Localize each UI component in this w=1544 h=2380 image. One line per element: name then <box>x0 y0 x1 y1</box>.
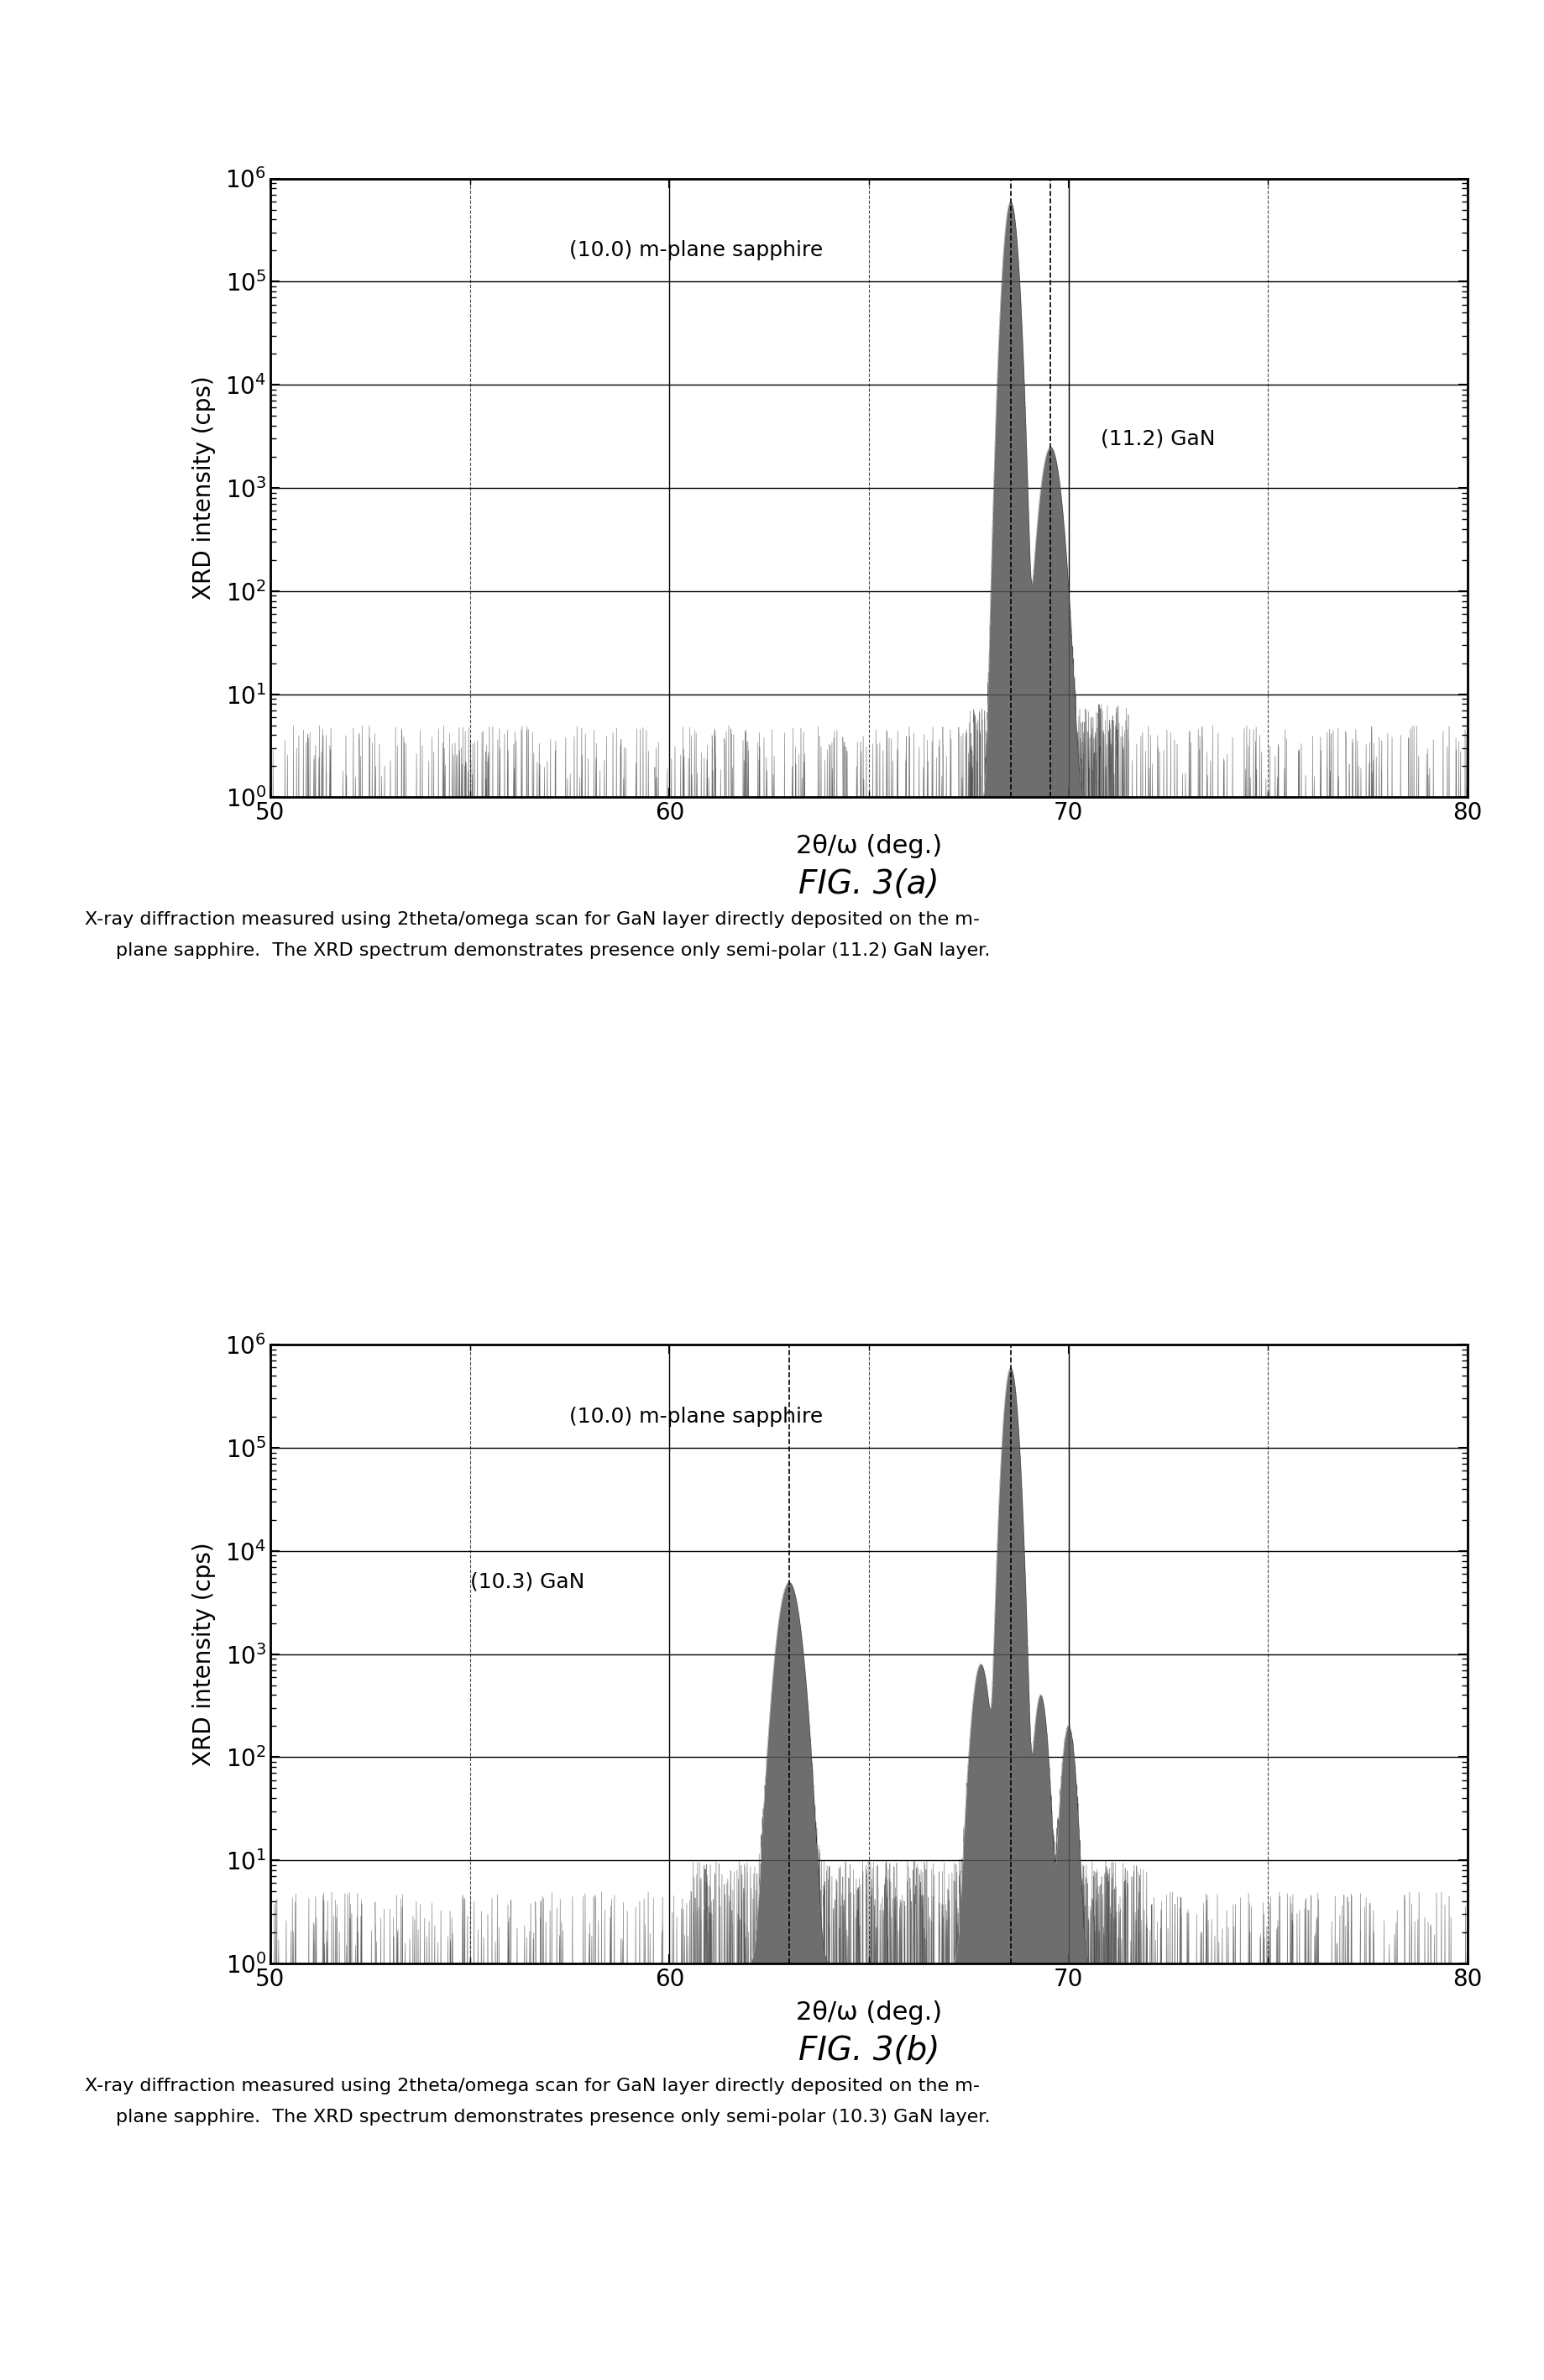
Y-axis label: XRD intensity (cps): XRD intensity (cps) <box>193 376 216 600</box>
Text: X-ray diffraction measured using 2theta/omega scan for GaN layer directly deposi: X-ray diffraction measured using 2theta/… <box>85 912 979 928</box>
Text: (11.2) GaN: (11.2) GaN <box>1099 428 1215 450</box>
Text: (10.0) m-plane sapphire: (10.0) m-plane sapphire <box>570 240 823 262</box>
Text: FIG. 3(a): FIG. 3(a) <box>798 869 939 900</box>
Text: plane sapphire.  The XRD spectrum demonstrates presence only semi-polar (10.3) G: plane sapphire. The XRD spectrum demonst… <box>116 2109 990 2125</box>
Y-axis label: XRD intensity (cps): XRD intensity (cps) <box>193 1542 216 1766</box>
Text: (10.0) m-plane sapphire: (10.0) m-plane sapphire <box>570 1407 823 1428</box>
X-axis label: 2θ/ω (deg.): 2θ/ω (deg.) <box>795 835 942 859</box>
X-axis label: 2θ/ω (deg.): 2θ/ω (deg.) <box>795 2002 942 2025</box>
Text: X-ray diffraction measured using 2theta/omega scan for GaN layer directly deposi: X-ray diffraction measured using 2theta/… <box>85 2078 979 2094</box>
Text: FIG. 3(b): FIG. 3(b) <box>798 2035 939 2066</box>
Text: plane sapphire.  The XRD spectrum demonstrates presence only semi-polar (11.2) G: plane sapphire. The XRD spectrum demonst… <box>116 942 990 959</box>
Text: (10.3) GaN: (10.3) GaN <box>469 1571 584 1592</box>
